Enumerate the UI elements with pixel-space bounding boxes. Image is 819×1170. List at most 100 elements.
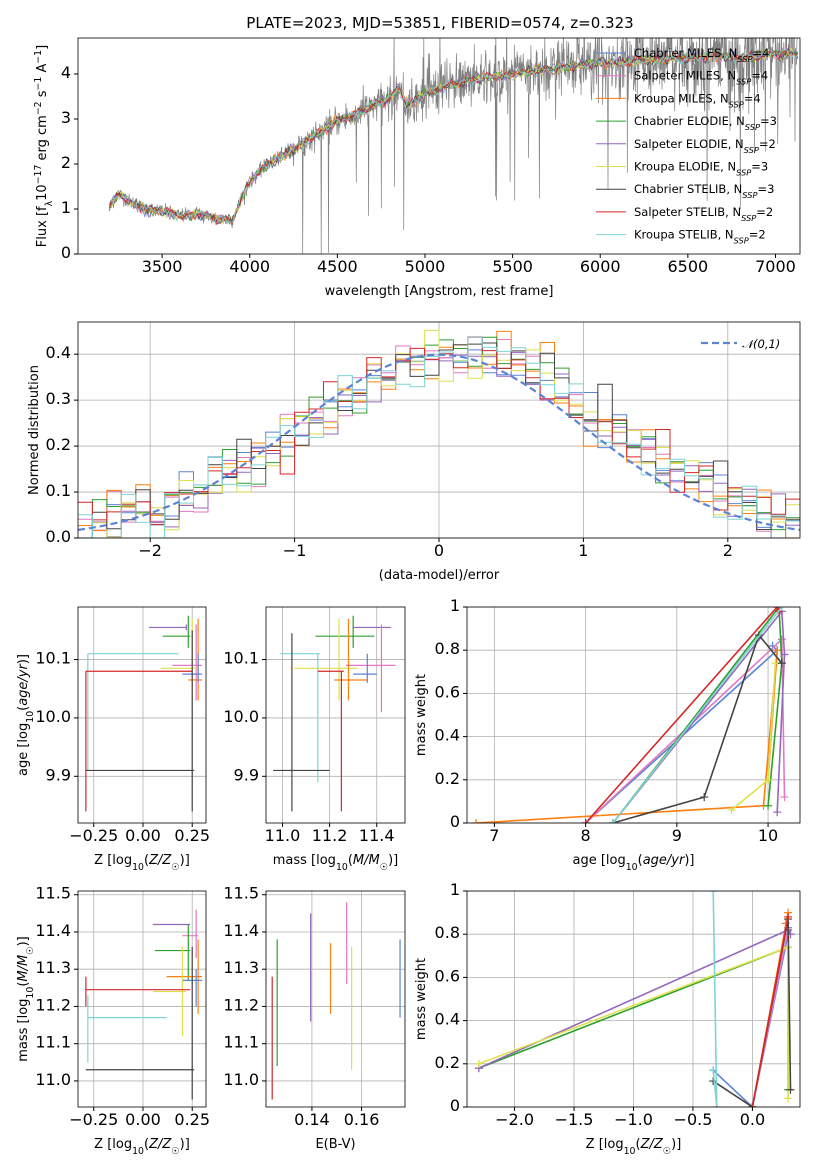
x-tick-label: 0.00 [125,1110,161,1129]
x-tick-label: 3500 [142,257,183,276]
x-tick-label: −0.25 [69,1110,118,1129]
y-tick-label: 11.0 [35,1070,71,1089]
mass-weight-marker [777,607,786,611]
x-tick-label: 4000 [229,257,270,276]
x-tick-label: 6000 [580,257,621,276]
y-tick-label: 1 [450,596,460,615]
y-axis-label: mass [log10(M/M☉)] [16,936,36,1062]
y-tick-label: 2 [61,153,71,172]
y-tick-label: 11.1 [223,1033,259,1052]
mass-weight-line [612,609,786,823]
y-tick-label: 0.6 [435,966,460,985]
y-tick-label: 0.8 [435,923,460,942]
y-axis-label: mass weight [414,958,429,1040]
axes-frame [77,37,801,255]
axes-frame [77,606,207,824]
mass-weight-marker [700,793,709,802]
mass-weight-marker [773,607,782,611]
axes-frame [77,321,801,539]
legend-entry: Chabrier MILES, NSSP=4 [634,46,769,64]
y-tick-label: 0.1 [46,481,71,500]
mass-weight-line [612,607,783,823]
legend-entry: Kroupa STELIB, NSSP=2 [634,228,766,246]
panel-age_vs_mass: 11.0 11.2 11.4 9.9 10.0 10.1 mass [log10(M/M☉)… [223,606,406,873]
mass-weight-marker [780,793,789,802]
y-tick-label: 4 [61,63,71,82]
legend-entry: 𝒩(0,1) [742,337,780,351]
mass-weight-line [712,927,789,1107]
mass-weight-line [612,607,783,823]
x-tick-label: 0.00 [125,826,161,845]
legend-entry: Chabrier STELIB, NSSP=3 [634,182,774,200]
y-tick-label: 1 [61,198,71,217]
axes-frame [265,890,406,1108]
x-tick-label: 8 [581,826,591,845]
y-tick-label: 11.5 [35,884,71,903]
x-tick-label: 0 [434,541,444,560]
x-tick-label: 5000 [405,257,446,276]
y-tick-label: 10.1 [35,649,71,668]
y-tick-label: 11.5 [223,884,259,903]
y-tick-label: 0 [450,812,460,831]
axes-frame [466,606,801,824]
mass-weight-marker [748,1103,757,1107]
y-axis-label: Normed distribution [27,365,42,495]
x-tick-label: −2 [138,541,162,560]
mass-weight-marker [764,801,773,810]
axes-frame [77,890,207,1108]
y-tick-label: 9.9 [46,765,71,784]
y-tick-label: 11.2 [35,995,71,1014]
mass-weight-marker [608,819,617,823]
x-axis-label: age [log10(age/yr)] [572,853,694,873]
x-tick-label: −0.5 [674,1110,713,1129]
mass-weight-line [712,918,792,1107]
mass-weight-marker [727,806,736,815]
y-tick-label: 0.2 [435,1053,460,1072]
y-tick-label: 11.2 [223,995,259,1014]
y-tick-label: 0.8 [435,639,460,658]
plot-layer: 3500 4000 4500 5000 5500 6000 6500 700001234Cha… [16,37,801,1157]
mass-weight-marker [784,1094,793,1103]
legend-entry: Salpeter MILES, NSSP=4 [634,69,768,87]
y-tick-label: 10.0 [35,707,71,726]
model-spectrum-line [109,49,799,226]
x-tick-label: 0.25 [174,1110,210,1129]
y-tick-label: 0.6 [435,682,460,701]
mass-weight-marker [786,1085,795,1094]
mass-weight-marker [472,819,481,823]
x-axis-label: Z [log10(Z/Z☉)] [94,853,190,873]
x-tick-label: 0.14 [294,1110,330,1129]
mass-weight-line [585,607,780,823]
gaussian-reference-curve [78,353,800,531]
x-tick-label: 9 [672,826,682,845]
y-axis-label: Flux [fλ10−17 erg cm−2 s−1 A−1] [33,45,55,247]
y-tick-label: 10.1 [223,649,259,668]
panel-massweight_vs_age: 7 8 9 10 0 0.2 0.4 0.6 0.8 1 age [log10(age/yr)] ma… [414,596,801,873]
residual-histogram-step [78,342,800,538]
panel-mass_vs_EBV: 0.14 0.16 11.0 11.1 11.2 11.3 11.4 11.5 [223,884,406,1129]
x-tick-label: −1.0 [614,1110,653,1129]
x-tick-label: 11.0 [265,826,301,845]
x-tick-label: 11.4 [359,826,395,845]
mass-weight-marker [777,635,786,644]
y-tick-label: 0.2 [46,435,71,454]
y-tick-label: 11.4 [35,921,71,940]
y-tick-label: 0.3 [46,389,71,408]
y-tick-label: 11.1 [35,1033,71,1052]
axes-frame [265,606,406,824]
x-tick-label: −0.25 [69,826,118,845]
panel-mass_vs_Z: −0.25 0.00 0.25 11.0 11.1 11.2 11.3 11.4 11.5 Z [… [16,884,210,1157]
figure-title: PLATE=2023, MJD=53851, FIBERID=0574, z=0… [246,14,633,32]
x-tick-label: 10 [758,826,778,845]
residual-histogram-step [78,336,800,538]
y-tick-label: 0.0 [46,527,71,546]
y-tick-label: 11.3 [223,958,259,977]
y-tick-label: 11.3 [35,958,71,977]
mass-weight-marker [784,912,793,921]
panel-spectrum: 3500 4000 4500 5000 5500 6000 6500 7000 0 1 2 3 4 Cha… [33,37,801,299]
mass-weight-line [712,891,718,1107]
mass-weight-marker [773,646,782,655]
mass-weight-marker [777,659,786,668]
legend-entry: Chabrier ELODIE, NSSP=3 [634,114,777,132]
